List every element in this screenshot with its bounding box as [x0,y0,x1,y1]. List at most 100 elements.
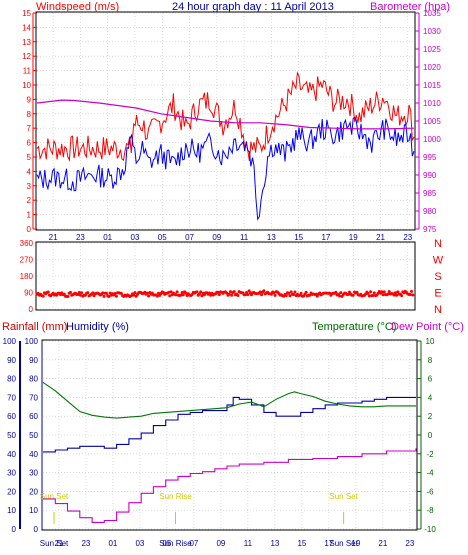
temp-y-tick-label: 8 [428,356,433,365]
dir-compass-letter: N [434,238,442,250]
dewpoint-axis-label: Dew Point (°C) [391,321,464,333]
wind-series-line [36,116,415,221]
direction-point [155,294,159,298]
rain-y-tick-label: 0 [12,525,17,534]
sun-x-label: Sun Rise [159,539,192,548]
direction-point [114,294,118,298]
temp-x-tick-label: 11 [244,539,253,548]
temp-panel-grid [43,340,416,530]
direction-point [408,293,412,296]
humidity-y-tick-label: 20 [29,487,38,496]
wind-x-tick-label: 23 [76,233,85,242]
direction-point [77,291,81,294]
humidity-y-tick-label: 100 [25,337,39,346]
direction-point [180,291,184,294]
temp-x-tick-label: 15 [297,539,306,548]
baro-y-tick-label: 985 [423,189,437,198]
wind-x-tick-label: 09 [212,233,221,242]
direction-point [229,290,232,294]
wind-y-tick-label: 9 [27,95,32,104]
wind-y-tick-label: 6 [27,139,32,148]
temp-x-tick-label: 03 [135,539,144,548]
direction-point [167,291,170,294]
direction-point [119,291,123,295]
wind-panel-axes: 21 23 01 03 05 07 09 11 13 15 17 19 21 23012345678910… [22,9,441,242]
dir-y-tick-label: 0 [29,305,34,314]
temp-x-tick-label: 17 [324,539,333,548]
direction-point [132,293,136,297]
direction-point [175,290,179,294]
direction-point [80,291,84,295]
wind-panel-series [36,71,415,221]
direction-point [381,293,385,297]
wind-y-tick-label: 13 [22,38,31,47]
humidity-y-tick-label: 30 [29,469,38,478]
direction-point [62,292,66,296]
direction-point [102,294,106,298]
humidity-y-tick-label: 70 [29,393,38,402]
dir-y-tick-label: 180 [20,272,34,281]
wind-y-tick-label: 8 [27,110,32,119]
wind-x-tick-label: 07 [185,233,194,242]
temp-x-tick-label: 05 [162,539,171,548]
wind-y-tick-label: 12 [22,52,31,61]
barometer-axis-label: Barometer (hpa) [370,1,450,13]
direction-point [104,291,108,295]
wind-x-tick-label: 21 [376,233,385,242]
direction-point [351,293,355,297]
direction-point [174,293,178,297]
direction-point [355,290,359,294]
direction-point [304,290,308,294]
direction-point [269,292,273,296]
direction-point [289,290,293,294]
dir-compass-letter: W [433,255,444,267]
direction-point [392,293,396,297]
baro-y-tick-label: 1035 [423,9,441,18]
wind-x-tick-label: 17 [321,233,330,242]
temp-x-tick-label: 19 [351,539,360,548]
direction-point [108,291,112,295]
baro-y-tick-label: 980 [423,207,437,216]
windspeed-axis-label: Windspeed (m/s) [36,1,119,13]
direction-panel-grid [37,242,414,310]
temp-y-tick-label: -2 [426,450,434,459]
direction-point [236,294,240,297]
dir-compass-letter: N [434,304,442,316]
humidity-axis-label: Humidity (%) [66,321,129,333]
wind-x-tick-label: 13 [267,233,276,242]
direction-point [190,293,194,297]
dir-compass-letter: E [434,288,441,300]
direction-point [133,291,137,295]
temp-panel-axes: 21 23 01 03 05 07 09 11 13 15 17 19 21 230 010 1020 2030… [3,337,437,548]
humidity-y-tick-label: 60 [29,412,38,421]
wind-y-tick-label: 11 [23,67,32,76]
rain-y-tick-label: 20 [7,487,16,496]
sun-marker-label: Sun Rise [159,492,192,501]
wind-y-tick-label: 10 [22,81,31,90]
direction-point [380,290,384,294]
temp-x-tick-label: 13 [270,539,279,548]
direction-point [246,293,250,297]
humidity-y-tick-label: 0 [34,525,39,534]
direction-point [262,289,266,293]
humidity-y-tick-label: 80 [29,375,38,384]
temp-x-tick-label: 01 [108,539,117,548]
direction-point [299,291,303,295]
barometer-series-line [36,99,415,130]
wind-x-tick-label: 01 [103,233,112,242]
direction-point [348,290,351,294]
wind-direction-panel [35,241,416,311]
direction-point [273,293,277,297]
direction-point [199,290,203,294]
rain-y-tick-label: 70 [7,393,16,402]
direction-point [168,294,172,298]
rain-y-tick-label: 100 [3,337,17,346]
temp-x-tick-label: 23 [405,539,414,548]
sun-marker-label: Sun Set [329,492,358,501]
direction-point [145,291,149,295]
direction-point [200,294,204,298]
wind-y-tick-label: 1 [27,211,32,220]
direction-point [78,293,82,297]
